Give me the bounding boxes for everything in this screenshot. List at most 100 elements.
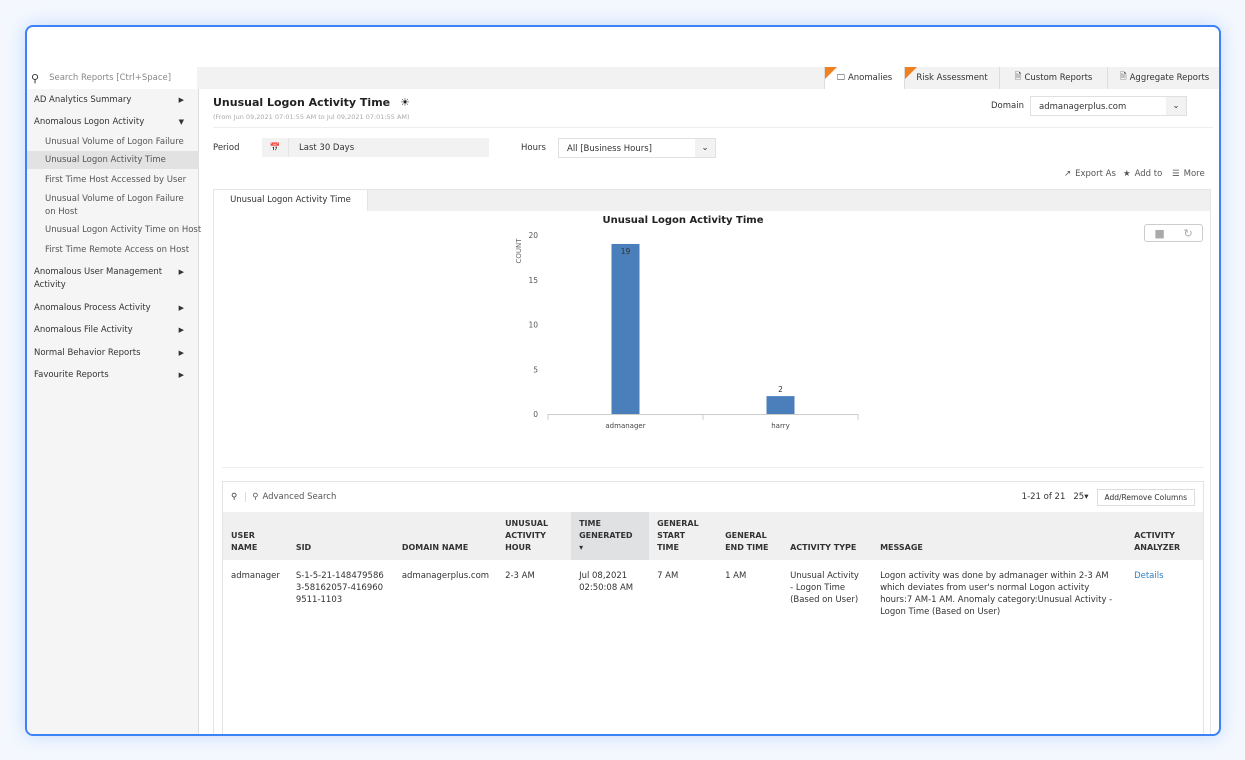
sidebar-item-label: Anomalous Process Activity: [34, 303, 151, 313]
tab-risk-assessment[interactable]: Risk Assessment: [904, 67, 999, 89]
new-badge: [905, 67, 917, 79]
cell-start: 7 AM: [657, 571, 679, 581]
tab-custom-reports[interactable]: 🗎 Custom Reports: [999, 67, 1107, 89]
advanced-search-icon: ⚲: [252, 492, 259, 502]
domain-label: Domain: [991, 101, 1024, 111]
caret-right-icon: ▶: [178, 326, 184, 334]
domain-value: admanagerplus.com: [1039, 102, 1127, 112]
new-badge: [825, 67, 837, 79]
calendar-icon: 📅: [269, 142, 281, 153]
quick-search-icon[interactable]: ⚲: [231, 492, 238, 502]
sidebar-item-normal-behavior[interactable]: Normal Behavior Reports ▶: [34, 347, 194, 360]
search-reports[interactable]: ⚲ Search Reports [Ctrl+Space]: [27, 67, 197, 89]
add-label: Add to: [1134, 169, 1163, 179]
refresh-icon[interactable]: ↻: [1183, 226, 1193, 240]
advanced-search-button[interactable]: ⚲ Advanced Search: [245, 492, 336, 502]
data-label: 19: [621, 247, 631, 256]
search-icon: ⚲: [31, 71, 40, 85]
export-as-button[interactable]: ↗ Export As: [1064, 169, 1116, 179]
sidebar-item-unusual-volume-logon-failure-host[interactable]: Unusual Volume of Logon Failure on Host: [45, 194, 184, 217]
more-label: More: [1183, 169, 1205, 179]
page-title: Unusual Logon Activity Time ☀: [213, 96, 410, 109]
caret-right-icon: ▶: [178, 304, 184, 312]
col-sid[interactable]: SID: [287, 512, 394, 560]
sidebar-item-label: Anomalous User Management Activity: [34, 267, 163, 290]
cell-domain: admanagerplus.com: [401, 571, 490, 581]
domain-select[interactable]: admanagerplus.com ⌄: [1030, 96, 1187, 116]
chart-type-icon[interactable]: ■: [1154, 226, 1165, 240]
cell-sid: S-1-5-21-1484795863-58162057-4169609511-…: [295, 571, 384, 605]
col-user-name[interactable]: USER NAME: [223, 512, 288, 560]
x-tick-label: harry: [771, 422, 790, 430]
cell-message: Logon activity was done by admanager wit…: [880, 571, 1113, 617]
col-general-end-time[interactable]: GENERAL END TIME: [717, 512, 783, 560]
sidebar-item-unusual-logon-activity-time[interactable]: Unusual Logon Activity Time: [27, 151, 199, 169]
data-grid: ⚲ ⚲ Advanced Search 1-21 of 21 25▾ Add/Re…: [222, 481, 1204, 734]
search-input[interactable]: Search Reports [Ctrl+Space]: [49, 73, 172, 83]
report-tab[interactable]: Unusual Logon Activity Time: [214, 190, 368, 211]
tab-label: Anomalies: [847, 73, 893, 83]
table-header-row: USER NAME SID DOMAIN NAME UNUSUAL ACTIVI…: [223, 512, 1203, 560]
monitor-icon: 🖵: [836, 73, 845, 83]
caret-down-icon: ▼: [178, 118, 184, 126]
sidebar-item-first-time-host-accessed[interactable]: First Time Host Accessed by User: [45, 175, 187, 185]
col-time-generated[interactable]: TIME GENERATED ▾: [571, 512, 650, 560]
details-link[interactable]: Details: [1134, 571, 1164, 581]
bar-admanager[interactable]: [611, 243, 640, 414]
bar-harry[interactable]: [766, 396, 795, 414]
col-unusual-activity-hour[interactable]: UNUSUAL ACTIVITY HOUR: [497, 512, 572, 560]
more-icon: ☰: [1172, 169, 1180, 179]
col-activity-analyzer[interactable]: ACTIVITY ANALYZER: [1126, 512, 1203, 560]
add-to-button[interactable]: ★ Add to: [1123, 169, 1162, 179]
sidebar-item-ad-analytics-summary[interactable]: AD Analytics Summary ▶: [34, 94, 194, 107]
hours-select[interactable]: All [Business Hours] ⌄: [558, 138, 716, 158]
sidebar-item-unusual-volume-logon-failure[interactable]: Unusual Volume of Logon Failure: [45, 137, 184, 147]
add-remove-columns-button[interactable]: Add/Remove Columns: [1096, 488, 1195, 506]
y-tick-label: 0: [533, 410, 538, 419]
cell-end: 1 AM: [725, 571, 747, 581]
export-icon: ↗: [1064, 169, 1072, 179]
report-tabbar: Unusual Logon Activity Time: [214, 190, 1210, 211]
chevron-down-icon: ⌄: [1166, 97, 1186, 115]
sidebar-item-first-time-remote-access[interactable]: First Time Remote Access on Host: [45, 245, 190, 255]
report-table: USER NAME SID DOMAIN NAME UNUSUAL ACTIVI…: [223, 512, 1203, 628]
data-label: 2: [778, 385, 783, 394]
tab-anomalies[interactable]: 🖵 Anomalies: [824, 67, 904, 89]
period-select[interactable]: 📅 Last 30 Days: [262, 138, 489, 157]
caret-right-icon: ▶: [178, 268, 184, 276]
advanced-search-label: Advanced Search: [262, 492, 337, 502]
sidebar-item-label: Favourite Reports: [34, 370, 109, 380]
sidebar-item-anomalous-process[interactable]: Anomalous Process Activity ▶: [34, 302, 194, 315]
cell-time-generated: Jul 08,2021 02:50:08 AM: [579, 571, 634, 593]
sidebar-item-anomalous-file[interactable]: Anomalous File Activity ▶: [34, 324, 194, 337]
divider: [213, 127, 1213, 128]
col-general-start-time[interactable]: GENERAL START TIME: [649, 512, 718, 560]
tab-label: Aggregate Reports: [1129, 73, 1210, 83]
report-icon: 🗎: [1119, 72, 1127, 82]
sort-desc-icon: ▾: [579, 543, 584, 552]
top-bar: [27, 67, 1219, 89]
x-tick-label: admanager: [605, 422, 645, 430]
table-row: admanager S-1-5-21-1484795863-58162057-4…: [223, 560, 1203, 628]
tab-aggregate-reports[interactable]: 🗎 Aggregate Reports: [1107, 67, 1219, 89]
more-button[interactable]: ☰ More: [1172, 169, 1205, 179]
sidebar-item-anomalous-logon-activity[interactable]: Anomalous Logon Activity ▼: [34, 116, 194, 129]
col-domain-name[interactable]: DOMAIN NAME: [393, 512, 498, 560]
divider: [222, 467, 1204, 468]
chart-toggle[interactable]: ■ ↻: [1144, 224, 1203, 242]
page-size-select[interactable]: 25▾: [1073, 492, 1089, 502]
tab-label: Custom Reports: [1024, 73, 1093, 83]
col-activity-type[interactable]: ACTIVITY TYPE: [782, 512, 873, 560]
sidebar-item-label: Anomalous Logon Activity: [34, 117, 145, 127]
sidebar: AD Analytics Summary ▶ Anomalous Logon Ac…: [27, 89, 201, 734]
y-tick-label: 10: [528, 321, 538, 330]
star-icon: ★: [1123, 169, 1131, 179]
cell-activity-type: Unusual Activity - Logon Time (Based on …: [790, 571, 859, 605]
hours-value: All [Business Hours]: [567, 144, 652, 154]
sidebar-item-favourite-reports[interactable]: Favourite Reports ▶: [34, 369, 194, 382]
export-label: Export As: [1075, 169, 1116, 179]
col-message[interactable]: MESSAGE: [872, 512, 1127, 560]
sidebar-item-anomalous-user-management[interactable]: Anomalous User Management Activity ▶: [34, 266, 184, 292]
report-panel: Unusual Logon Activity Time ■ ↻ Unusual L…: [213, 189, 1211, 734]
sidebar-item-unusual-logon-time-host[interactable]: Unusual Logon Activity Time on Host: [45, 225, 202, 235]
